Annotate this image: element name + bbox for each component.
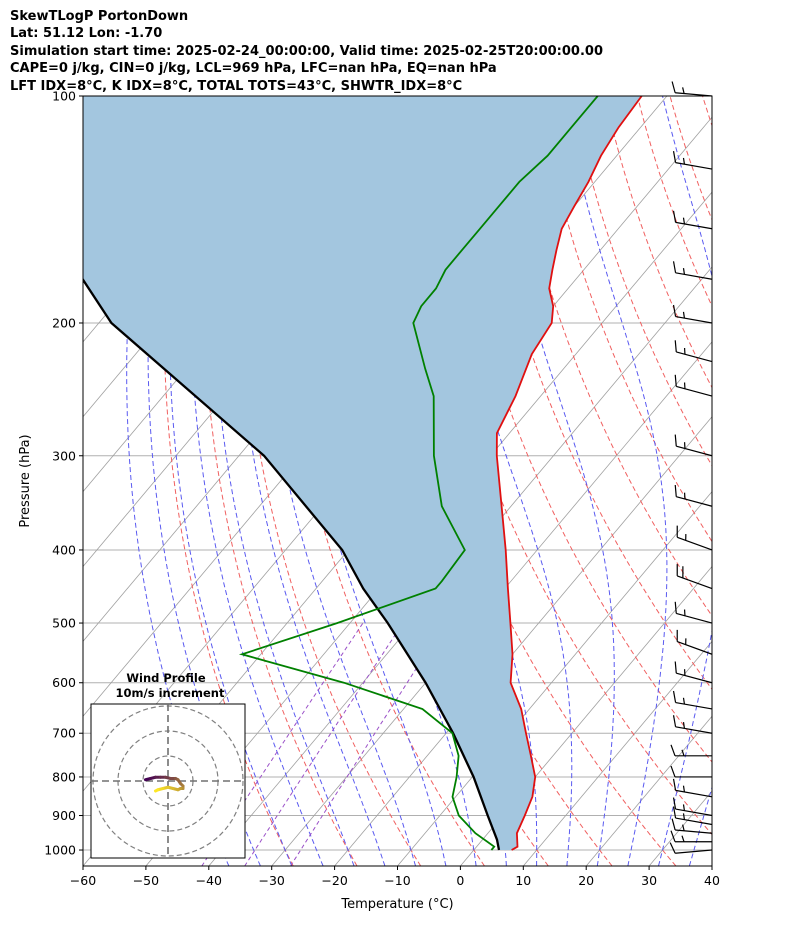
wind-barb — [672, 797, 713, 817]
dry-adiabat-line — [735, 96, 794, 866]
x-tick-label: 0 — [456, 873, 464, 888]
wind-barb — [672, 304, 713, 324]
hodograph-trace-segment — [154, 788, 160, 793]
wind-barb — [674, 601, 713, 624]
moist-adiabat-line — [752, 96, 794, 866]
wind-barb — [670, 765, 712, 778]
mixing-ratio-line — [290, 622, 447, 866]
isotherm-line — [334, 416, 712, 866]
y-tick-label: 100 — [52, 89, 76, 104]
x-tick-label: 40 — [704, 873, 720, 888]
x-axis-title: Temperature (°C) — [340, 897, 453, 912]
x-tick-label: −10 — [384, 873, 410, 888]
moist-adiabat-line — [489, 96, 615, 866]
y-tick-label: 700 — [52, 726, 76, 741]
x-tick-label: −50 — [133, 873, 159, 888]
wind-barb — [672, 210, 713, 230]
indices-line: LFT IDX=8°C, K IDX=8°C, TOTAL TOTS=43°C,… — [10, 78, 463, 94]
wind-barb — [670, 744, 712, 757]
y-tick-label: 900 — [52, 808, 76, 823]
moist-adiabat-line — [658, 96, 712, 866]
dry-adiabat-line — [604, 96, 712, 389]
dry-adiabat-line — [768, 96, 794, 866]
dry-adiabat-line — [702, 96, 712, 128]
isotherm-line — [208, 266, 712, 866]
location-line: Lat: 51.12 Lon: -1.70 — [10, 26, 163, 42]
cin-area — [83, 96, 642, 850]
y-tick-label: 200 — [52, 315, 76, 330]
x-tick-label: −60 — [70, 873, 96, 888]
x-tick-label: 30 — [641, 873, 657, 888]
x-tick-label: −40 — [196, 873, 222, 888]
y-axis-title: Pressure (hPa) — [18, 434, 33, 527]
dry-adiabat-line — [506, 96, 712, 617]
x-tick-label: 10 — [515, 873, 531, 888]
wind-barb — [671, 818, 713, 834]
wind-barb — [672, 690, 713, 710]
sounding-profiles — [83, 96, 643, 851]
cape-line: CAPE=0 j/kg, CIN=0 j/kg, LCL=969 hPa, LF… — [10, 61, 497, 77]
cape-cin-fill — [83, 96, 642, 850]
axes: −60 −50 −40 −30 −20 −10 0 10 20 30 40 1000 900 800 700… — [18, 89, 720, 913]
wind-barb — [674, 661, 713, 684]
dry-adiabat-line — [571, 96, 712, 467]
wind-barb — [671, 81, 713, 97]
wind-barb — [674, 374, 713, 397]
wind-barb — [669, 842, 713, 854]
wind-barb — [670, 830, 712, 843]
wind-barb — [676, 629, 713, 655]
y-tick-label: 1000 — [44, 843, 76, 858]
moist-adiabat-line — [720, 96, 794, 866]
mixing-ratio-line — [244, 622, 404, 866]
wind-barb — [674, 484, 713, 507]
y-tick-label: 400 — [52, 542, 76, 557]
wind-barb — [674, 340, 713, 363]
wind-barb — [672, 806, 713, 826]
isotherm-line — [271, 341, 712, 866]
wind-barb — [672, 151, 713, 170]
x-tick-label: −30 — [259, 873, 285, 888]
wind-barb — [676, 564, 713, 590]
moist-adiabat-line — [169, 96, 293, 866]
hodograph-subtitle: 10m/s increment — [116, 686, 225, 700]
wind-barb — [672, 715, 713, 734]
y-tick-label: 500 — [52, 616, 76, 631]
wind-barb — [674, 434, 713, 457]
temperature-profile-line — [495, 96, 643, 851]
chart-header: SkewTLogP PortonDown Lat: 51.12 Lon: -1.… — [10, 8, 603, 95]
isotherm-line — [522, 640, 712, 866]
parcel-profile-line — [83, 277, 501, 851]
dewpoint-profile-line — [238, 96, 599, 851]
wind-barbs — [669, 81, 713, 854]
moist-adiabat-line — [190, 96, 324, 866]
wind-barb — [676, 525, 713, 551]
isotherm-line — [711, 865, 712, 866]
y-tick-label: 300 — [52, 448, 76, 463]
hodograph-title: Wind Profile — [126, 671, 206, 685]
wind-barb — [672, 778, 713, 798]
moist-adiabat-line — [563, 96, 668, 866]
wind-barb — [672, 261, 713, 280]
x-tick-label: 20 — [578, 873, 594, 888]
chart-title: SkewTLogP PortonDown — [10, 9, 189, 24]
time-line: Simulation start time: 2025-02-24_00:00:… — [10, 43, 603, 59]
isotherm-line — [460, 565, 712, 866]
isotherm-line — [585, 715, 712, 866]
isotherm-line — [775, 96, 794, 866]
y-tick-label: 800 — [52, 769, 76, 784]
x-tick-label: −20 — [321, 873, 347, 888]
y-tick-label: 600 — [52, 675, 76, 690]
